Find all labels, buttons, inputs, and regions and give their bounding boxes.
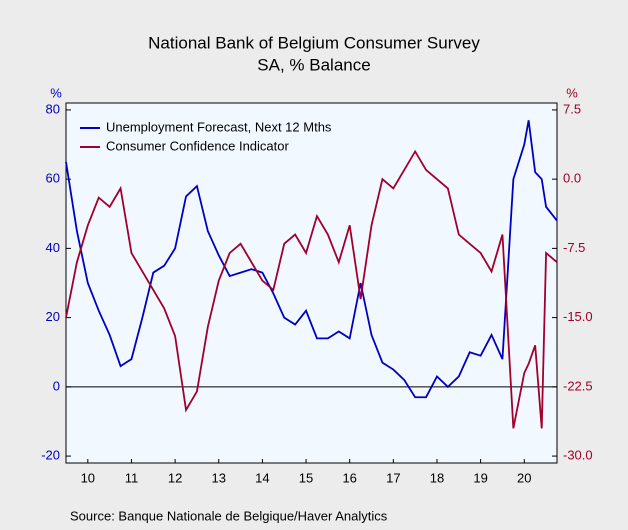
x-tick-label: 12 — [168, 470, 182, 485]
x-tick-label: 20 — [517, 470, 531, 485]
x-tick-label: 19 — [473, 470, 487, 485]
y2-tick-label: -22.5 — [563, 378, 593, 393]
legend-label: Consumer Confidence Indicator — [106, 138, 289, 153]
y2-axis-label: % — [566, 85, 578, 100]
series-line — [65, 120, 558, 399]
y2-tick-label: -30.0 — [563, 448, 593, 463]
y2-tick-label: -7.5 — [563, 240, 585, 255]
chart-title: National Bank of Belgium Consumer Survey — [148, 33, 480, 52]
chart-subtitle: SA, % Balance — [257, 55, 370, 74]
x-tick-label: 16 — [342, 470, 356, 485]
y-tick-label: 40 — [46, 240, 60, 255]
x-tick-label: 13 — [212, 470, 226, 485]
y-tick-label: -20 — [41, 448, 60, 463]
series-line — [65, 149, 558, 429]
x-tick-label: 10 — [81, 470, 95, 485]
y-tick-label: 60 — [46, 171, 60, 186]
x-tick-label: 17 — [386, 470, 400, 485]
y2-tick-label: -15.0 — [563, 309, 593, 324]
y-axis-label: % — [50, 85, 62, 100]
plot-area — [65, 102, 558, 464]
source: Source: Banque Nationale de Belgique/Hav… — [70, 508, 388, 523]
y2-tick-label: 0.0 — [563, 171, 581, 186]
x-tick-label: 18 — [430, 470, 444, 485]
x-tick-label: 15 — [299, 470, 313, 485]
legend-label: Unemployment Forecast, Next 12 Mths — [106, 119, 332, 134]
y-tick-label: 80 — [46, 101, 60, 116]
x-tick-label: 14 — [255, 470, 269, 485]
x-tick-label: 11 — [125, 470, 139, 485]
y-tick-label: 0 — [53, 378, 60, 393]
y2-tick-label: 7.5 — [563, 101, 581, 116]
y-tick-label: 20 — [46, 309, 60, 324]
